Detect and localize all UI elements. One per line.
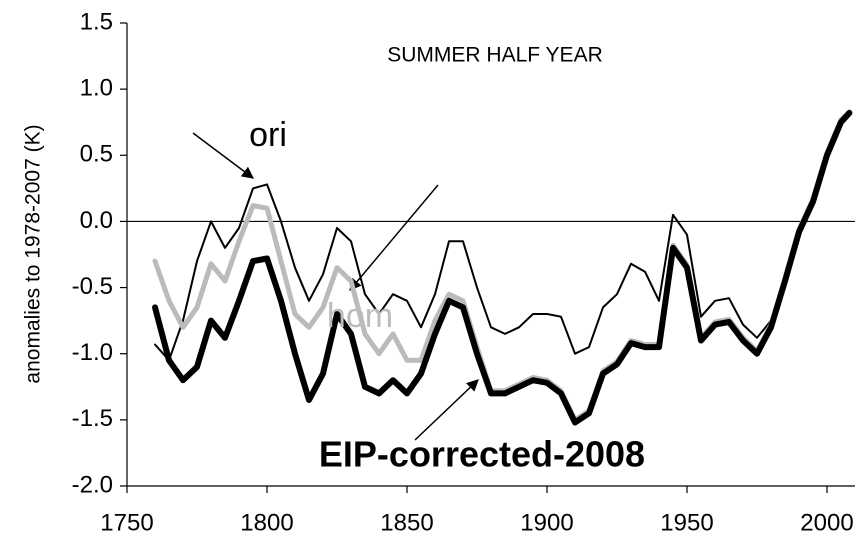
- data-line: [152, 109, 852, 423]
- x-tick-label: 1750: [100, 509, 153, 536]
- y-tick-label: -0.5: [72, 273, 113, 300]
- annotation: EIP-corrected-2008: [319, 434, 645, 475]
- y-tick-label: 1.0: [80, 74, 113, 101]
- x-tick-label: 1900: [520, 509, 573, 536]
- data-line: [152, 110, 853, 426]
- y-tick-label: -1.0: [72, 339, 113, 366]
- arrow: [192, 132, 254, 179]
- annotation: ori: [249, 116, 287, 154]
- x-tick-label: 1850: [380, 509, 433, 536]
- y-axis-label: anomalies to 1978-2007 (K): [22, 124, 45, 383]
- chart-title: SUMMER HALF YEAR: [387, 44, 603, 67]
- y-tick-label: 1.5: [80, 8, 113, 35]
- arrow: [349, 184, 439, 291]
- y-tick-label: -1.5: [72, 405, 113, 432]
- arrow: [414, 379, 479, 441]
- y-tick-label: 0.0: [80, 207, 113, 234]
- data-line: [154, 112, 851, 362]
- y-tick-label: 0.5: [80, 141, 113, 168]
- x-tick-label: 1950: [660, 509, 713, 536]
- x-tick-label: 1800: [240, 509, 293, 536]
- annotation: hom: [327, 297, 393, 335]
- y-tick-label: -2.0: [72, 471, 113, 498]
- x-tick-label: 2000: [800, 509, 853, 536]
